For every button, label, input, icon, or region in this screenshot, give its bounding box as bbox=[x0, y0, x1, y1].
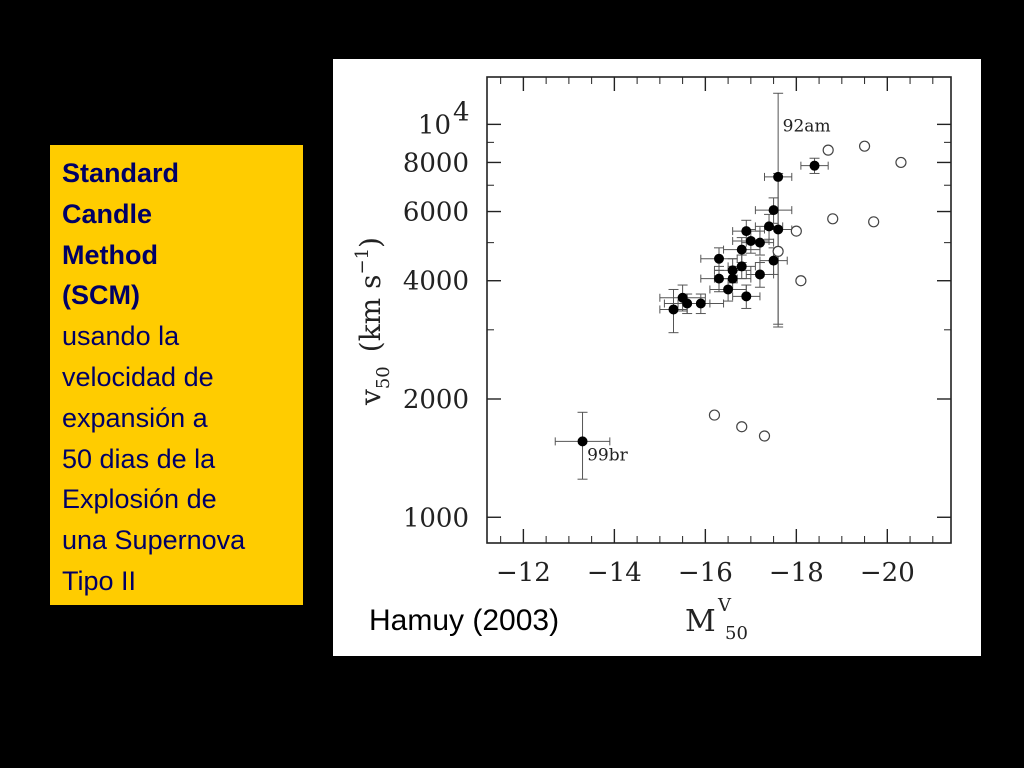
caption-line: velocidad de bbox=[62, 361, 214, 392]
y-axis-label: v50 (km s−1) bbox=[352, 237, 394, 406]
data-point-filled bbox=[741, 226, 752, 237]
y-axis-label-sub: 50 bbox=[373, 366, 394, 389]
data-point-filled bbox=[736, 261, 747, 272]
data-point-filled bbox=[741, 291, 752, 302]
data-point-filled bbox=[768, 255, 779, 266]
figure-panel: −12 −14 −16 −18 −20 1000 2000 4000 6000 8000 10 4 9… bbox=[333, 59, 981, 656]
data-point-filled bbox=[723, 284, 734, 295]
data-point-filled bbox=[809, 160, 820, 171]
x-axis-label-sup: V bbox=[717, 595, 732, 616]
annotation-layer: 92am 99br bbox=[587, 116, 830, 465]
data-point-filled bbox=[754, 237, 765, 248]
y-tick-label: 8000 bbox=[403, 148, 469, 178]
data-point-open bbox=[827, 213, 839, 225]
data-point-open bbox=[772, 245, 784, 257]
x-axis-label: M bbox=[685, 604, 716, 639]
caption-line: (SCM) bbox=[62, 280, 140, 311]
data-point-filled bbox=[745, 235, 756, 246]
y-axis-label-close: ) bbox=[354, 237, 387, 248]
errorbar-layer bbox=[554, 92, 829, 480]
data-point-filled bbox=[754, 269, 765, 280]
caption-line: Explosión de bbox=[62, 484, 217, 515]
data-point-open bbox=[736, 421, 748, 433]
y-axis-label-main: v bbox=[354, 389, 387, 406]
data-point-open bbox=[858, 140, 871, 152]
data-point-open bbox=[708, 409, 721, 421]
x-tick-label: −12 bbox=[496, 558, 551, 588]
y-axis-label-unit: (km s bbox=[354, 275, 387, 353]
credit-label: Hamuy (2003) bbox=[369, 604, 560, 637]
y-tick-label: 10 bbox=[418, 110, 451, 140]
data-point-filled bbox=[714, 273, 724, 284]
data-point-filled bbox=[577, 436, 588, 447]
data-point-filled bbox=[773, 224, 784, 235]
x-axis-label-sub: 50 bbox=[725, 623, 748, 644]
caption-line: una Supernova bbox=[62, 525, 246, 556]
data-point-open bbox=[868, 216, 880, 228]
y-tick-label: 4000 bbox=[403, 267, 469, 297]
x-tick-label: −20 bbox=[860, 558, 915, 588]
point-annotation: 92am bbox=[783, 116, 831, 136]
scatter-chart: −12 −14 −16 −18 −20 1000 2000 4000 6000 8000 10 4 9… bbox=[352, 76, 952, 644]
y-tick-label: 1000 bbox=[403, 503, 469, 533]
plot-frame bbox=[486, 76, 952, 544]
ticks-layer: −12 −14 −16 −18 −20 1000 2000 4000 6000 8000 10 4 bbox=[403, 77, 951, 588]
caption-line: Candle bbox=[62, 198, 153, 229]
x-tick-label: −14 bbox=[587, 558, 642, 588]
x-tick-label: −18 bbox=[769, 558, 824, 588]
caption-box: Standard Candle Method (SCM) usando la v… bbox=[50, 145, 303, 605]
data-point-filled bbox=[727, 265, 738, 276]
data-point-open bbox=[795, 275, 807, 287]
x-axis-label-main: M bbox=[685, 604, 716, 639]
points-layer bbox=[577, 140, 907, 447]
y-tick-exponent: 4 bbox=[453, 97, 470, 127]
y-axis-label-exp: −1 bbox=[352, 248, 373, 275]
data-point-filled bbox=[727, 273, 738, 284]
data-point-filled bbox=[668, 304, 679, 315]
y-tick-label: 6000 bbox=[403, 198, 469, 228]
data-point-open bbox=[790, 225, 802, 237]
caption-line: usando la bbox=[62, 321, 180, 352]
data-point-open bbox=[822, 144, 834, 156]
point-annotation: 99br bbox=[587, 445, 629, 465]
caption-line: Tipo II bbox=[62, 565, 137, 596]
data-point-filled bbox=[764, 221, 775, 232]
x-tick-label: −16 bbox=[678, 558, 733, 588]
data-point-filled bbox=[714, 253, 724, 264]
data-point-filled bbox=[695, 298, 706, 309]
caption-line: Method bbox=[62, 239, 158, 270]
data-point-filled bbox=[736, 244, 747, 255]
y-tick-label: 2000 bbox=[403, 385, 469, 415]
data-point-open bbox=[758, 430, 771, 442]
data-point-open bbox=[895, 156, 907, 169]
caption-line: expansión a bbox=[62, 402, 208, 433]
caption-line: 50 dias de la bbox=[62, 443, 216, 474]
caption-line: Standard bbox=[62, 158, 180, 188]
data-point-filled bbox=[773, 171, 784, 182]
data-point-filled bbox=[682, 298, 693, 309]
data-point-filled bbox=[768, 205, 779, 216]
